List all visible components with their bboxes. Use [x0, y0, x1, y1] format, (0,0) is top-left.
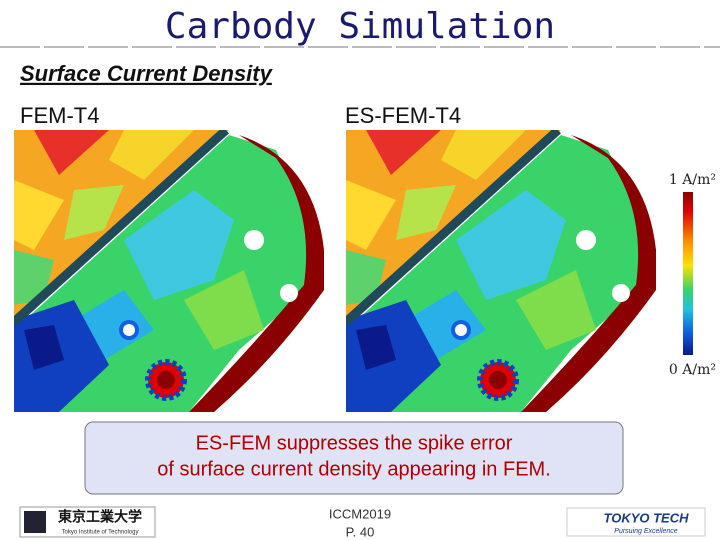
colorbar-max: 1 A/m² [669, 172, 716, 188]
callout-text: of surface current density appearing in … [157, 458, 551, 480]
simulation-image [346, 130, 657, 412]
colorbar [683, 192, 693, 355]
simulation-image [14, 130, 325, 412]
logo-subtext: Pursuing Excellence [614, 528, 678, 535]
conference: ICCM2019 [329, 506, 391, 521]
logo-subtext: Tokyo Institute of Technology [62, 530, 139, 536]
callout-box [84, 421, 624, 495]
panel-label: ES-FEM-T4 [345, 103, 461, 128]
callout-text: ES-FEM suppresses the spike error [196, 432, 513, 454]
logo-mark [24, 511, 46, 533]
title: Carbody Simulation [165, 6, 555, 47]
panel-label: FEM-T4 [20, 103, 99, 128]
logo-right [566, 507, 706, 537]
subtitle: Surface Current Density [20, 61, 274, 86]
logo-text: 東京工業大学 [58, 509, 142, 525]
colorbar-min: 0 A/m² [669, 362, 716, 378]
logo-text: TOKYO TECH [604, 510, 690, 525]
page-number: P. 40 [346, 524, 375, 539]
